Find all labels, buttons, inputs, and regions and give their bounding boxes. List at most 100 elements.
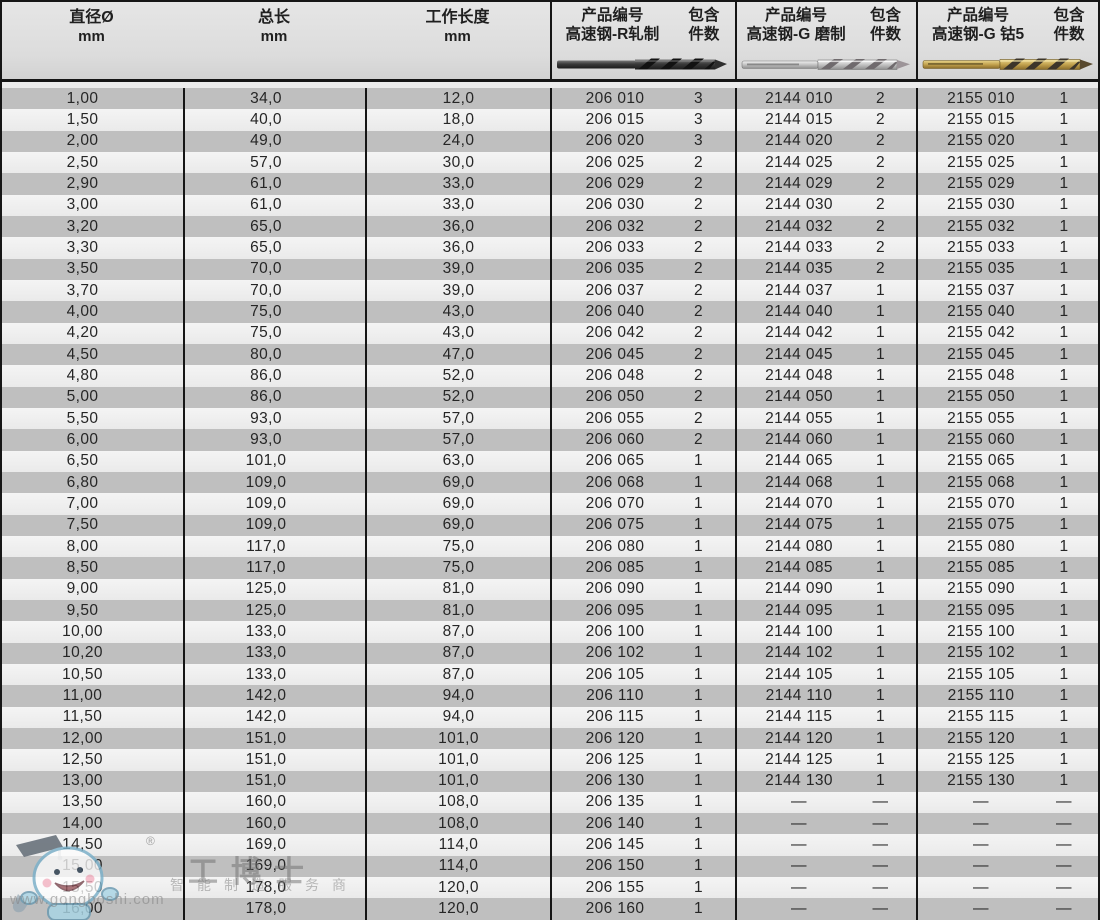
product-code-hss-g-cell: 2144 085 <box>735 557 853 579</box>
pack-qty-hss-g-cell: 1 <box>875 644 886 662</box>
product-code-cobalt-cell: 2155 035 <box>916 258 1036 280</box>
total-length-cell: 160,0 <box>183 813 365 835</box>
product-code-hss-g-cell: 2144 060 <box>735 429 853 451</box>
pack-qty-hss-g-cell: 1 <box>875 622 886 640</box>
working-length-cell: 69,0 <box>365 493 550 515</box>
total-length-cell: 117,0 <box>183 535 365 558</box>
group1-title: 产品编号 <box>581 7 644 24</box>
product-code-hss-r-cell: 206 155 <box>550 877 670 899</box>
pack-qty-hss-r-cell: 1 <box>693 793 704 811</box>
group2-subtitle: 高速钢-G 磨制 <box>746 26 846 43</box>
working-length-cell: 24,0 <box>365 130 550 152</box>
product-code-cobalt-cell: 2155 033 <box>916 237 1036 259</box>
product-code-cobalt-cell: 2155 068 <box>916 471 1036 494</box>
working-length-cell: 101,0 <box>365 770 550 792</box>
diameter-cell: 9,00 <box>66 580 99 598</box>
working-length-cell: 75,0 <box>365 557 550 579</box>
product-code-hss-r-cell: 206 140 <box>550 813 670 835</box>
product-code-hss-g-cell: 2144 105 <box>735 663 853 686</box>
product-code-cobalt-cell: 2155 029 <box>916 173 1036 195</box>
diameter-cell: 5,00 <box>66 388 99 406</box>
pack-qty-hss-g-cell: 1 <box>875 750 886 768</box>
pack-qty-hss-r-cell: 2 <box>693 153 704 171</box>
pack-qty-hss-g-cell: — <box>872 857 889 875</box>
total-length-cell: 169,0 <box>183 855 365 878</box>
pack-qty-hss-g-cell: 1 <box>875 345 886 363</box>
pack-qty-hss-r-cell: 2 <box>693 281 704 299</box>
total-length-cell: 151,0 <box>183 770 365 792</box>
pack-qty-hss-r-cell: 1 <box>693 516 704 534</box>
total-length-cell: 70,0 <box>183 258 365 280</box>
group3-title: 产品编号 <box>947 7 1010 24</box>
product-code-hss-r-cell: 206 100 <box>550 621 670 643</box>
table-row: 4,50 80,0 47,0 206 045 2 2144 045 1 2155 045 1 <box>0 343 1100 366</box>
product-code-hss-r-cell: 206 075 <box>550 514 670 536</box>
table-row: 7,00 109,0 69,0 206 070 1 2144 070 1 2155 070 1 <box>0 493 1100 515</box>
product-code-hss-g-cell: 2144 068 <box>735 471 853 494</box>
product-code-hss-r-cell: 206 037 <box>550 279 670 302</box>
pack-qty-hss-g-cell: 1 <box>875 772 886 790</box>
product-code-hss-r-cell: 206 105 <box>550 663 670 686</box>
product-code-hss-g-cell: — <box>735 855 853 878</box>
diameter-cell: 6,80 <box>66 473 99 491</box>
table-row: 5,00 86,0 52,0 206 050 2 2144 050 1 2155 050 1 <box>0 386 1100 408</box>
pack-qty-hss-g-cell: 1 <box>875 302 886 320</box>
pack-qty-hss-g-cell: 2 <box>875 110 886 128</box>
table-row: 14,00 160,0 108,0 206 140 1 — — — — <box>0 813 1100 835</box>
pack-qty-cobalt-cell: — <box>1056 857 1072 875</box>
table-top-border <box>0 0 1100 2</box>
working-length-cell: 81,0 <box>365 599 550 622</box>
pack-qty-cobalt-cell: 1 <box>1059 110 1069 128</box>
product-code-hss-g-cell: 2144 050 <box>735 386 853 408</box>
table-body: 1,00 34,0 12,0 206 010 3 2144 010 2 2155 010 1 1,… <box>0 88 1100 920</box>
working-length-cell: 63,0 <box>365 450 550 472</box>
working-length-cell: 36,0 <box>365 215 550 238</box>
diameter-cell: 10,20 <box>62 644 103 662</box>
group1-qty-label1: 包含 <box>688 7 720 24</box>
group2-qty-label1: 包含 <box>870 7 902 24</box>
product-code-hss-r-cell: 206 010 <box>550 88 670 110</box>
pack-qty-hss-r-cell: 2 <box>693 196 704 214</box>
working-length-cell: 81,0 <box>365 578 550 600</box>
product-code-cobalt-cell: 2155 120 <box>916 727 1036 750</box>
pack-qty-hss-r-cell: 1 <box>693 644 704 662</box>
table-row: 1,50 40,0 18,0 206 015 3 2144 015 2 2155 015 1 <box>0 109 1100 131</box>
pack-qty-cobalt-cell: 1 <box>1059 494 1069 512</box>
product-code-cobalt-cell: 2155 020 <box>916 130 1036 152</box>
total-length-cell: 93,0 <box>183 407 365 430</box>
product-code-hss-r-cell: 206 080 <box>550 535 670 558</box>
pack-qty-hss-g-cell: 1 <box>875 324 886 342</box>
pack-qty-hss-g-cell: 2 <box>875 238 886 256</box>
product-code-hss-r-cell: 206 145 <box>550 834 670 856</box>
product-code-hss-r-cell: 206 015 <box>550 109 670 131</box>
diameter-cell: 7,00 <box>66 494 99 512</box>
total-length-cell: 57,0 <box>183 151 365 174</box>
product-code-hss-g-cell: 2144 048 <box>735 365 853 387</box>
pack-qty-hss-r-cell: 1 <box>693 494 704 512</box>
table-row: 4,00 75,0 43,0 206 040 2 2144 040 1 2155 040 1 <box>0 301 1100 323</box>
product-code-cobalt-cell: 2155 125 <box>916 749 1036 771</box>
table-row: 3,70 70,0 39,0 206 037 2 2144 037 1 2155 037 1 <box>0 279 1100 302</box>
total-length-cell: 93,0 <box>183 429 365 451</box>
product-code-hss-g-cell: 2144 070 <box>735 493 853 515</box>
table-row: 12,00 151,0 101,0 206 120 1 2144 120 1 2155 120… <box>0 727 1100 750</box>
working-length-cell: 39,0 <box>365 258 550 280</box>
table-row: 13,50 160,0 108,0 206 135 1 — — — — <box>0 791 1100 814</box>
working-length-cell: 101,0 <box>365 727 550 750</box>
pack-qty-hss-r-cell: 2 <box>693 366 704 384</box>
pack-qty-cobalt-cell: 1 <box>1059 153 1069 171</box>
table-row: 6,00 93,0 57,0 206 060 2 2144 060 1 2155 060 1 <box>0 429 1100 451</box>
product-code-hss-g-cell: 2144 029 <box>735 173 853 195</box>
pack-qty-hss-g-cell: 1 <box>875 601 886 619</box>
table-row: 2,50 57,0 30,0 206 025 2 2144 025 2 2155 025 1 <box>0 151 1100 174</box>
pack-qty-cobalt-cell: 1 <box>1059 238 1069 256</box>
working-length-cell: 69,0 <box>365 514 550 536</box>
working-length-cell: 43,0 <box>365 301 550 323</box>
diameter-cell: 4,20 <box>66 324 99 342</box>
pack-qty-cobalt-cell: 1 <box>1059 260 1069 278</box>
pack-qty-cobalt-cell: 1 <box>1059 409 1069 427</box>
total-length-cell: 178,0 <box>183 898 365 920</box>
total-length-cell: 65,0 <box>183 215 365 238</box>
table-row: 16,00 178,0 120,0 206 160 1 — — — — <box>0 898 1100 920</box>
product-code-hss-g-cell: — <box>735 898 853 920</box>
